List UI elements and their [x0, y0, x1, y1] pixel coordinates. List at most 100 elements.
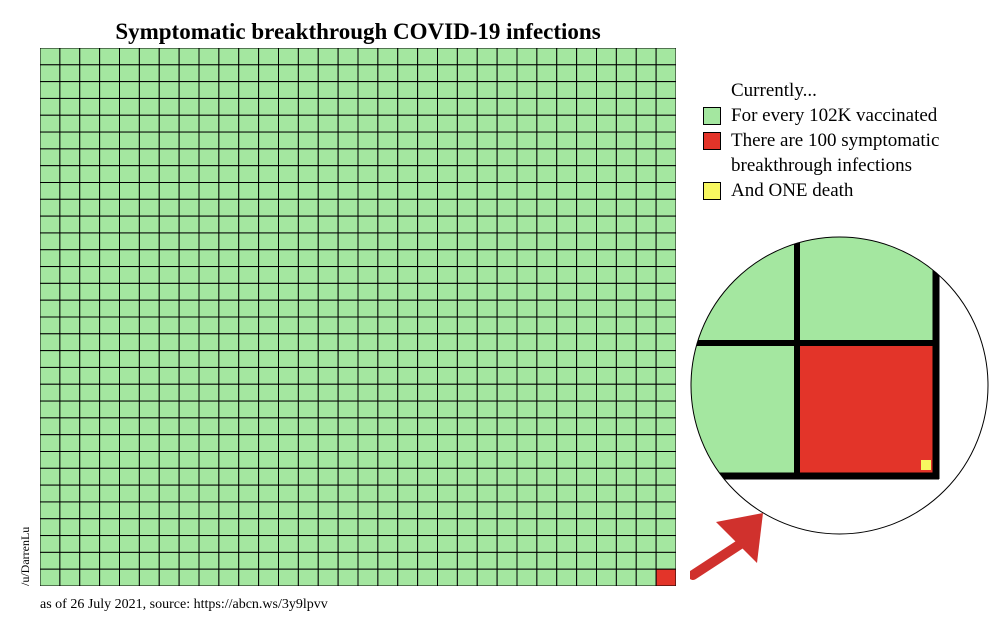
waffle-cell	[238, 417, 260, 436]
waffle-cell	[556, 316, 578, 335]
waffle-cell	[138, 182, 160, 200]
waffle-cell	[138, 568, 160, 586]
waffle-cell	[138, 215, 160, 234]
waffle-cell	[238, 299, 260, 318]
waffle-cell	[99, 97, 121, 116]
waffle-cell	[397, 81, 419, 99]
waffle-cell	[377, 501, 399, 520]
waffle-cell	[635, 81, 657, 99]
waffle-cell	[317, 249, 339, 268]
waffle-cell	[655, 417, 676, 436]
waffle-cell	[635, 48, 657, 66]
waffle-cell	[178, 131, 200, 150]
waffle-cell	[596, 249, 617, 268]
waffle-cell	[40, 451, 61, 469]
waffle-cell	[278, 417, 299, 436]
waffle-cell	[615, 299, 637, 318]
waffle-cell	[79, 282, 101, 301]
waffle-cell	[417, 215, 439, 234]
waffle-cell	[357, 568, 379, 586]
waffle-cell	[79, 114, 101, 133]
waffle-cell	[158, 400, 180, 419]
waffle-cell	[317, 299, 339, 318]
waffle-cell	[377, 535, 399, 553]
waffle-cell	[357, 114, 379, 133]
waffle-cell	[79, 81, 101, 99]
waffle-cell	[456, 165, 478, 184]
waffle-cell	[596, 114, 617, 133]
waffle-cell	[119, 215, 140, 234]
waffle-cell	[516, 535, 538, 553]
waffle-cell	[357, 551, 379, 570]
waffle-cell	[576, 568, 598, 586]
waffle-cell	[516, 215, 538, 234]
waffle-cell	[317, 568, 339, 586]
waffle-cell	[576, 165, 598, 184]
waffle-cell	[397, 451, 419, 469]
waffle-cell	[40, 81, 61, 99]
waffle-cell	[635, 484, 657, 503]
waffle-cell	[178, 451, 200, 469]
waffle-cell	[437, 165, 458, 184]
waffle-cell	[297, 518, 319, 537]
waffle-cell	[496, 148, 518, 167]
waffle-cell	[238, 198, 260, 217]
waffle-cell	[99, 215, 121, 234]
waffle-cell	[615, 148, 637, 167]
waffle-cell	[138, 282, 160, 301]
waffle-cell	[655, 551, 676, 570]
waffle-cell	[576, 64, 598, 83]
waffle-cell	[536, 400, 558, 419]
waffle-cell	[40, 535, 61, 553]
waffle-cell	[516, 551, 538, 570]
waffle-cell	[258, 434, 280, 453]
waffle-cell	[516, 501, 538, 520]
waffle-cell	[615, 165, 637, 184]
waffle-cell	[138, 400, 160, 419]
waffle-cell	[238, 64, 260, 83]
waffle-cell	[596, 501, 617, 520]
waffle-cell	[596, 97, 617, 116]
waffle-cell	[596, 148, 617, 167]
waffle-cell	[417, 48, 439, 66]
waffle-cell	[258, 64, 280, 83]
waffle-cell	[556, 198, 578, 217]
waffle-cell	[198, 484, 220, 503]
waffle-cell	[556, 568, 578, 586]
waffle-cell	[238, 551, 260, 570]
waffle-cell	[218, 114, 240, 133]
waffle-cell	[596, 551, 617, 570]
waffle-cell	[59, 114, 81, 133]
waffle-cell	[357, 316, 379, 335]
waffle-cell	[258, 467, 280, 486]
waffle-cell	[596, 198, 617, 217]
waffle-grid	[40, 48, 676, 586]
waffle-cell	[278, 64, 299, 83]
waffle-cell	[178, 467, 200, 486]
waffle-cell	[655, 97, 676, 116]
waffle-cell	[377, 417, 399, 436]
waffle-cell	[317, 182, 339, 200]
waffle-cell	[615, 215, 637, 234]
waffle-cell	[516, 451, 538, 469]
waffle-cell	[516, 417, 538, 436]
waffle-cell	[40, 518, 61, 537]
waffle-cell	[59, 131, 81, 150]
waffle-cell	[59, 333, 81, 352]
waffle-cell	[635, 467, 657, 486]
legend: Currently... For every 102K vaccinated T…	[703, 78, 953, 203]
waffle-cell	[218, 215, 240, 234]
waffle-cell	[198, 165, 220, 184]
waffle-cell	[40, 366, 61, 385]
waffle-cell	[655, 535, 676, 553]
waffle-cell	[198, 316, 220, 335]
waffle-cell	[138, 266, 160, 284]
waffle-cell	[278, 282, 299, 301]
waffle-cell	[278, 148, 299, 167]
waffle-cell	[655, 400, 676, 419]
zoom-cell-top-right	[797, 237, 936, 343]
waffle-cell	[40, 299, 61, 318]
waffle-cell	[40, 232, 61, 251]
waffle-cell	[556, 501, 578, 520]
waffle-cell	[278, 366, 299, 385]
